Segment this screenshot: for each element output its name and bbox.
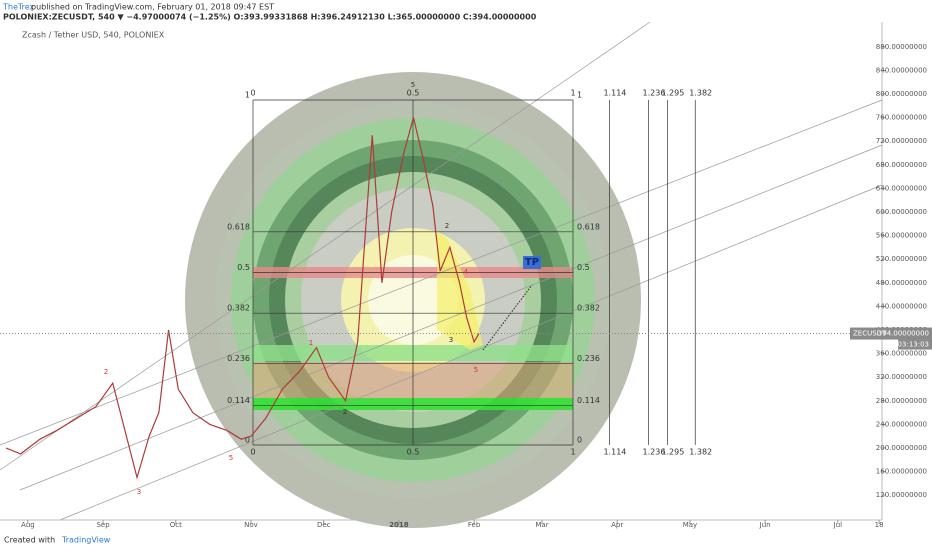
y-tick-label: 200.00000000 — [876, 444, 927, 452]
x-tick-label: Dec — [317, 521, 331, 529]
fib-extension-label: 1.382 — [689, 448, 712, 457]
y-tick-label: 160.00000000 — [876, 468, 927, 476]
y-tick-label: 360.00000000 — [876, 350, 927, 358]
fib-time-label: 0.5 — [407, 448, 420, 457]
fib-label: 0.5 — [237, 263, 250, 272]
fib-extension-label: 1.382 — [689, 89, 712, 98]
fib-label: 1 — [577, 91, 582, 100]
fib-label: 0.236 — [227, 354, 250, 363]
x-tick-label: May — [683, 521, 697, 529]
y-tick-label: 240.00000000 — [876, 420, 927, 428]
footer-brand: TradingView — [61, 536, 111, 545]
y-tick-label: 120.00000000 — [876, 491, 927, 499]
y-tick-label: 840.00000000 — [876, 66, 927, 74]
fib-label: 0 — [245, 436, 250, 445]
wave-label: 1 — [309, 339, 313, 347]
fib-time-label: 0.5 — [407, 89, 420, 98]
wave-label: 2 — [445, 222, 449, 230]
triangle — [437, 230, 483, 350]
author: TheTrex — [2, 3, 34, 12]
y-tick-label: 440.00000000 — [876, 302, 927, 310]
x-tick-label: 2018 — [389, 521, 409, 529]
countdown: 03:13:03 — [898, 341, 929, 349]
wave-label: 3 — [449, 336, 453, 344]
wave-label: 5 — [474, 366, 478, 374]
x-tick-label: Jun — [759, 521, 771, 529]
wave-label: 4 — [464, 268, 469, 276]
x-tick-label: Jul — [833, 521, 843, 529]
x-tick-label: Aug — [21, 521, 35, 529]
fib-label: 0.114 — [577, 396, 600, 405]
last-price-box — [850, 327, 932, 340]
target-box — [523, 256, 541, 269]
last-price-label: 394.00000000 — [878, 330, 929, 338]
y-tick-label: 560.00000000 — [876, 232, 927, 240]
y-tick-label: 720.00000000 — [876, 137, 927, 145]
trend-line — [0, 21, 651, 471]
fib-extension-label: 1.236 — [643, 448, 666, 457]
y-tick-label: 680.00000000 — [876, 161, 927, 169]
fib-extension-label: 1.114 — [603, 89, 626, 98]
fib-label: 0.382 — [227, 304, 250, 313]
x-tick-label: Mar — [535, 521, 548, 529]
y-tick-label: 520.00000000 — [876, 255, 927, 263]
fib-extension-label: 1.295 — [661, 89, 684, 98]
wave-label: 5 — [411, 81, 415, 89]
x-tick-label: Oct — [170, 521, 182, 529]
x-tick-label: Sep — [96, 521, 110, 529]
footer-created: Created with — [4, 536, 55, 545]
wave-label: 3 — [137, 488, 141, 496]
wave-label: 5 — [229, 454, 233, 462]
fib-extension-label: 1.114 — [603, 448, 626, 457]
fib-extension-label: 1.236 — [643, 89, 666, 98]
fib-label: 0.618 — [227, 222, 250, 231]
fib-label: 0.5 — [577, 263, 590, 272]
y-tick-label: 480.00000000 — [876, 279, 927, 287]
x-tick-label: 18 — [875, 521, 884, 529]
fib-time-label: 1 — [570, 448, 575, 457]
y-tick-label: 640.00000000 — [876, 184, 927, 192]
y-tick-label: 880.00000000 — [876, 43, 927, 51]
legend: Zcash / Tether USD, 540, POLONIEX — [22, 31, 165, 40]
y-tick-label: 320.00000000 — [876, 373, 927, 381]
trend-line — [19, 144, 883, 491]
y-tick-label: 800.00000000 — [876, 90, 927, 98]
trend-line — [59, 184, 883, 521]
price-line — [5, 117, 480, 480]
countdown-box — [898, 339, 932, 350]
x-tick-label: Apr — [611, 521, 623, 529]
wave-label: 2 — [104, 368, 108, 376]
fib-time-label: 1 — [570, 89, 575, 98]
price-axis — [882, 22, 932, 520]
fib-label: 0.236 — [577, 354, 600, 363]
x-tick-label: Feb — [468, 521, 481, 529]
y-tick-label: 760.00000000 — [876, 114, 927, 122]
fib-label: 0.114 — [227, 396, 250, 405]
published: published on TradingView.com, February 0… — [31, 3, 274, 12]
y-tick-label: 600.00000000 — [876, 208, 927, 216]
target-label: TP — [525, 257, 539, 268]
fib-time-label: 0 — [250, 89, 255, 98]
fib-label: 0.618 — [577, 222, 600, 231]
last-symbol: ZECUSDT — [853, 330, 887, 338]
fib-label: 0.382 — [577, 304, 600, 313]
y-tick-label: 280.00000000 — [876, 397, 927, 405]
fib-time-label: 0 — [250, 448, 255, 457]
symbol-line: POLONIEX:ZECUSDT, 540 ▼ −4.97000074 (−1.… — [3, 13, 537, 22]
fib-label: 0 — [577, 436, 582, 445]
wave-label: 2 — [343, 408, 347, 416]
fib-label: 1 — [245, 91, 250, 100]
x-tick-label: Nov — [244, 521, 258, 529]
fib-extension-label: 1.295 — [661, 448, 684, 457]
